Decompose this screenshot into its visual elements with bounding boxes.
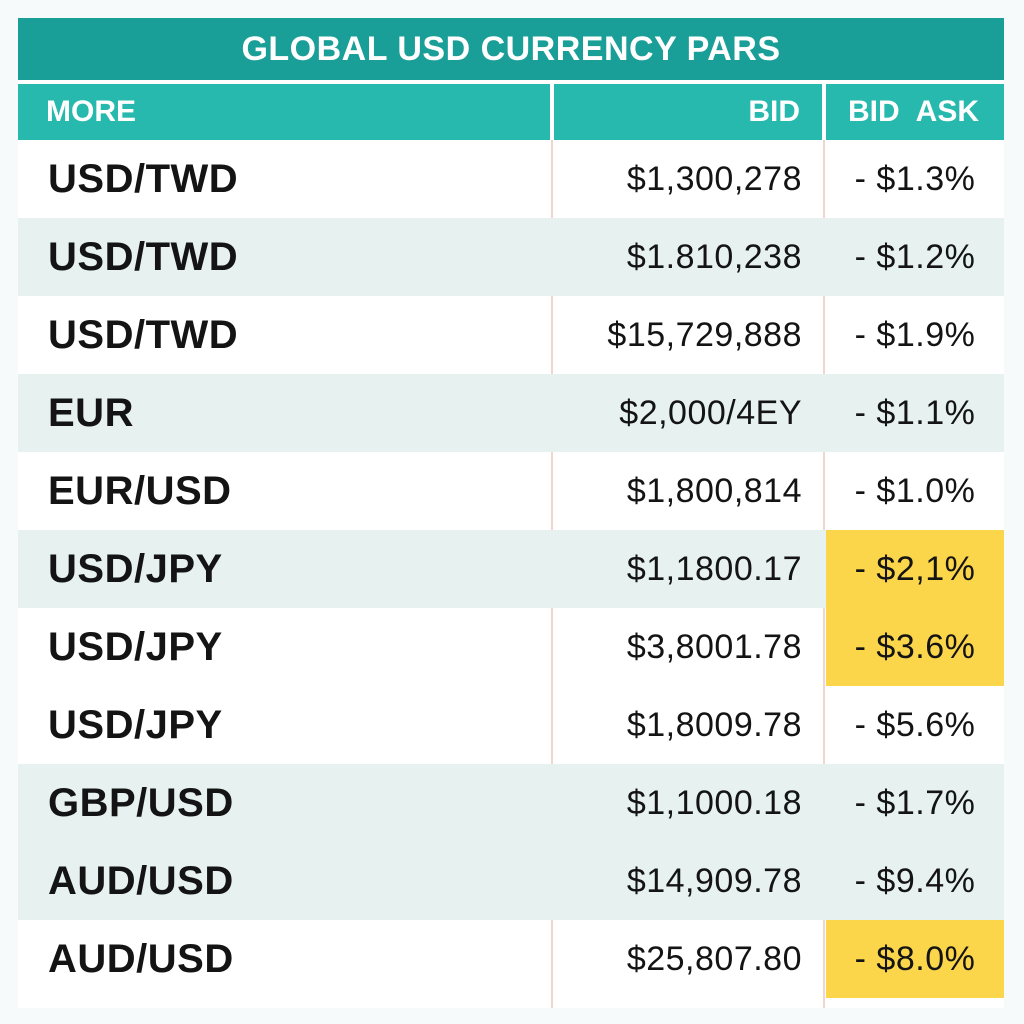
column-header-bid-ask[interactable]: BID ASK [826, 84, 1004, 140]
table-row[interactable]: GBP/USD $1,1000.18 - $1.7% [18, 764, 1004, 842]
currency-pair-cell: AUD/USD [48, 936, 234, 981]
column-header-bid-ask-ask-label: ASK [915, 95, 980, 128]
table-row[interactable]: USD/JPY $1,1800.17 - $2,1% [18, 530, 1004, 608]
table-row[interactable]: USD/TWD $15,729,888 - $1.9% [18, 296, 1004, 374]
bid-value-cell: $25,807.80 [626, 939, 802, 978]
bid-value-cell: $1,800,814 [626, 471, 802, 510]
currency-table: GLOBAL USD CURRENCY PARS MORE BID BID AS… [18, 18, 1004, 1008]
ask-change-cell: - $5.6% [854, 705, 976, 744]
ask-change-cell-highlighted: - $2,1% [826, 530, 1004, 608]
table-row[interactable]: AUD/USD $25,807.80 - $8.0% [18, 920, 1004, 998]
currency-pair-cell: EUR/USD [48, 468, 232, 513]
currency-pair-cell: USD/TWD [48, 234, 239, 279]
bid-value-cell: $1,1000.18 [626, 783, 802, 822]
column-header-bid-label: BID [748, 95, 800, 128]
bid-value-cell: $3,8001.78 [626, 627, 802, 666]
column-header-more-label: MORE [46, 95, 136, 128]
table-body: USD/TWD $1,300,278 - $1.3% USD/TWD $1.810,23… [18, 140, 1004, 998]
currency-pair-cell: USD/JPY [48, 624, 223, 669]
ask-change-cell: - $1.0% [854, 471, 976, 510]
column-header-bid-ask-bid-label: BID [848, 95, 900, 128]
ask-change-cell: - $1.2% [854, 237, 976, 276]
table-row[interactable]: USD/TWD $1,300,278 - $1.3% [18, 140, 1004, 218]
bid-value-cell: $1,300,278 [626, 159, 802, 198]
table-row[interactable]: USD/JPY $1,8009.78 - $5.6% [18, 686, 1004, 764]
header-row: MORE BID BID ASK [18, 84, 1004, 140]
ask-change-cell: - $1.9% [854, 315, 976, 354]
currency-pair-cell: USD/JPY [48, 702, 223, 747]
bid-value-cell: $2,000/4EY [619, 393, 802, 432]
table-title: GLOBAL USD CURRENCY PARS [18, 18, 1004, 80]
currency-pair-cell: USD/JPY [48, 546, 223, 591]
ask-change-cell-highlighted: - $3.6% [826, 608, 1004, 686]
bid-value-cell: $15,729,888 [607, 315, 802, 354]
bid-value-cell: $1,8009.78 [626, 705, 802, 744]
column-header-bid[interactable]: BID [554, 84, 822, 140]
ask-change-cell-highlighted: - $8.0% [826, 920, 1004, 998]
currency-pair-cell: AUD/USD [48, 858, 234, 903]
bid-value-cell: $14,909.78 [626, 861, 802, 900]
currency-pair-cell: USD/TWD [48, 156, 239, 201]
ask-change-cell: - $1.1% [854, 393, 976, 432]
bid-value-cell: $1.810,238 [626, 237, 802, 276]
currency-pair-cell: EUR [48, 390, 134, 435]
ask-change-cell: - $1.7% [854, 783, 976, 822]
table-row[interactable]: AUD/USD $14,909.78 - $9.4% [18, 842, 1004, 920]
currency-pair-cell: GBP/USD [48, 780, 234, 825]
table-row[interactable]: USD/TWD $1.810,238 - $1.2% [18, 218, 1004, 296]
table-row[interactable]: USD/JPY $3,8001.78 - $3.6% [18, 608, 1004, 686]
column-header-more[interactable]: MORE [18, 84, 550, 140]
ask-change-cell: - $1.3% [854, 159, 976, 198]
table-row[interactable]: EUR/USD $1,800,814 - $1.0% [18, 452, 1004, 530]
bid-value-cell: $1,1800.17 [626, 549, 802, 588]
ask-change-cell: - $9.4% [854, 861, 976, 900]
currency-pair-cell: USD/TWD [48, 312, 239, 357]
table-row[interactable]: EUR $2,000/4EY - $1.1% [18, 374, 1004, 452]
